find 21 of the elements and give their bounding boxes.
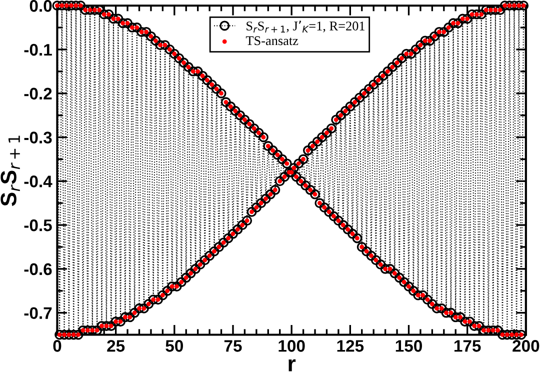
x-tick-label: 100: [278, 340, 305, 352]
x-tick-label: 200: [512, 340, 540, 352]
y-tick-label: 0.0: [30, 0, 52, 12]
legend-label: TS-ansatz: [246, 36, 298, 46]
y-axis-title: S$_{r}$S$_{r+1}$: [0, 136, 20, 206]
x-tick-label: 75: [224, 340, 242, 352]
x-axis-title: r: [288, 359, 296, 372]
y-tick-label: -0.1: [24, 44, 52, 56]
x-tick-label: 50: [166, 340, 183, 352]
x-tick-label: 125: [337, 340, 364, 352]
x-tick-label: 175: [454, 340, 481, 352]
y-tick-label: -0.6: [24, 263, 52, 276]
y-tick-label: -0.3: [24, 132, 52, 144]
y-tick-label: -0.7: [24, 307, 52, 319]
x-tick-label: 0: [53, 340, 62, 352]
x-tick-label: 150: [396, 340, 422, 352]
legend-label: S$_{r}$S$_{r+1}$, J’$_{K}$=1, R=201: [246, 20, 365, 32]
x-tick-label: 25: [107, 340, 125, 352]
y-tick-label: -0.2: [24, 88, 52, 100]
y-tick-label: -0.4: [24, 176, 52, 188]
y-tick-label: -0.5: [24, 219, 52, 232]
